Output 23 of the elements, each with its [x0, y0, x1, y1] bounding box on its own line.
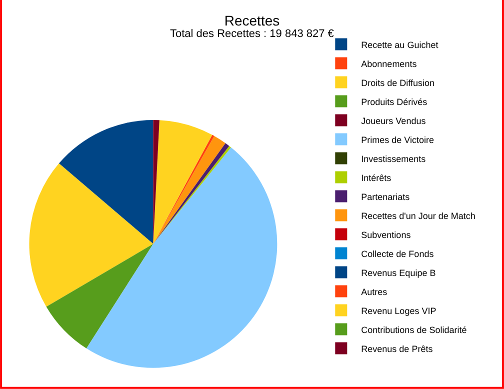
- chart-title: Recettes: [224, 12, 280, 28]
- legend-label: Abonnements: [361, 58, 418, 69]
- legend-label: Revenu Loges VIP: [361, 306, 436, 316]
- legend-label: Produits Dérivés: [361, 96, 428, 107]
- pie-slice: [86, 147, 278, 368]
- chart-subtitle: Total des Recettes : 19 843 827 €: [170, 28, 334, 40]
- legend-label: Primes de Victoire: [361, 134, 434, 145]
- legend-label: Intérêts: [361, 172, 392, 183]
- legend-label: Subventions: [361, 230, 412, 240]
- legend-label: Contributions de Solidarité: [361, 324, 467, 335]
- legend-label: Autres: [361, 286, 388, 297]
- legend-label: Recette au Guichet: [361, 40, 439, 50]
- legend-label: Collecte de Fonds: [361, 248, 434, 259]
- legend-label: Investissements: [361, 154, 426, 164]
- legend-label: Droits de Diffusion: [361, 78, 435, 88]
- legend-label: Partenariats: [361, 192, 410, 202]
- pie-slice: [46, 244, 154, 348]
- pie-slice: [58, 120, 154, 244]
- legend-label: Recettes d'un Jour de Match: [361, 210, 476, 221]
- pie-slice: [153, 120, 160, 244]
- legend-label: Joueurs Vendus: [361, 116, 426, 126]
- legend-label: Revenus Equipe B: [361, 268, 436, 278]
- legend-label: Revenus de Prêts: [361, 344, 434, 354]
